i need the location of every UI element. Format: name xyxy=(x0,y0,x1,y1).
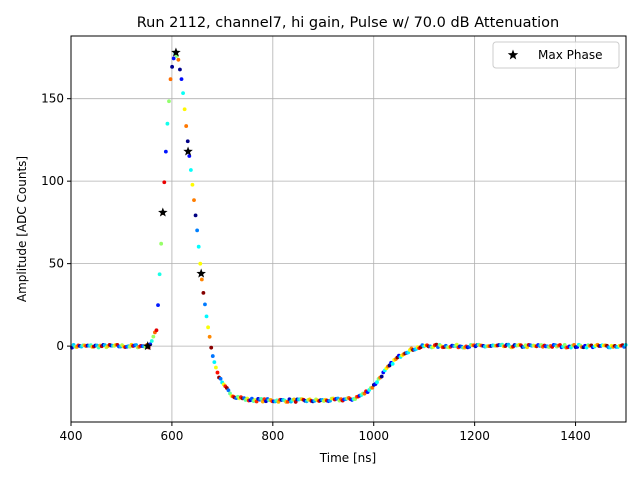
plot-area xyxy=(70,47,628,404)
waveform-point xyxy=(163,149,168,154)
waveform-point xyxy=(218,376,223,381)
waveform-point xyxy=(390,361,395,366)
x-axis: 400 600 800 1000 1200 1400 xyxy=(60,422,591,443)
max-phase-marker xyxy=(196,268,206,278)
legend-label: Max Phase xyxy=(538,48,602,62)
waveform-point xyxy=(190,182,195,187)
max-phase-marker xyxy=(158,207,168,217)
legend-star-marker xyxy=(507,49,519,60)
waveform-point xyxy=(182,107,187,112)
waveform-point xyxy=(201,290,206,295)
waveform-point xyxy=(167,99,171,104)
y-axis-label: Amplitude [ADC Counts] xyxy=(15,156,29,302)
x-tick-label: 1000 xyxy=(358,429,389,443)
waveform-point xyxy=(379,374,384,379)
waveform-point xyxy=(204,314,209,319)
waveform-point xyxy=(159,241,164,246)
waveform-point xyxy=(156,303,160,308)
axes-frame xyxy=(70,35,627,423)
waveform-point xyxy=(178,67,182,72)
waveform-point xyxy=(198,261,203,266)
max-phase-marker xyxy=(142,341,153,351)
max-phase-marker xyxy=(171,47,181,57)
waveform-point xyxy=(214,365,218,370)
x-tick-label: 1200 xyxy=(459,429,490,443)
waveform-point xyxy=(375,380,379,385)
waveform-point xyxy=(162,180,167,185)
waveform-point xyxy=(212,360,217,365)
waveform-point xyxy=(196,244,201,249)
waveform-point xyxy=(226,388,231,393)
waveform-point xyxy=(195,228,200,233)
legend: Max Phase xyxy=(492,41,620,69)
waveform-point xyxy=(192,198,196,203)
waveform-point xyxy=(149,339,154,343)
waveform-point xyxy=(210,354,215,358)
waveform-point xyxy=(168,77,173,82)
legend-box xyxy=(492,41,620,69)
y-axis: 0 50 100 150 xyxy=(41,92,71,353)
waveform-point xyxy=(199,277,204,282)
waveform-point xyxy=(206,325,210,330)
grid xyxy=(70,36,626,422)
x-axis-label: Time [ns] xyxy=(319,451,376,465)
y-tick-label: 100 xyxy=(41,174,64,188)
waveform-point xyxy=(209,345,214,350)
waveform-point xyxy=(215,370,220,375)
waveform-point xyxy=(185,139,190,144)
x-tick-label: 600 xyxy=(160,429,183,443)
waveform-point xyxy=(157,272,162,277)
x-tick-label: 1400 xyxy=(560,429,591,443)
waveform-point xyxy=(179,77,184,81)
waveform-point xyxy=(207,334,212,339)
y-tick-label: 150 xyxy=(41,92,64,106)
waveform-point xyxy=(165,121,170,126)
waveform-point xyxy=(176,57,181,62)
waveform-point xyxy=(181,91,185,96)
y-tick-label: 0 xyxy=(56,339,64,353)
waveform-point xyxy=(171,56,176,61)
waveform-point xyxy=(193,213,198,218)
waveform-point xyxy=(154,328,159,333)
waveform-point xyxy=(203,302,207,307)
waveform-point xyxy=(184,124,189,128)
chart-title: Run 2112, channel7, hi gain, Pulse w/ 70… xyxy=(137,15,560,31)
max-phase-marker xyxy=(183,146,193,156)
waveform-point xyxy=(188,168,193,172)
waveform-point xyxy=(151,334,156,339)
waveform-point xyxy=(370,385,375,390)
y-tick-label: 50 xyxy=(49,257,64,271)
x-tick-label: 800 xyxy=(261,429,284,443)
x-tick-label: 400 xyxy=(60,429,83,443)
waveform-point xyxy=(170,64,175,69)
